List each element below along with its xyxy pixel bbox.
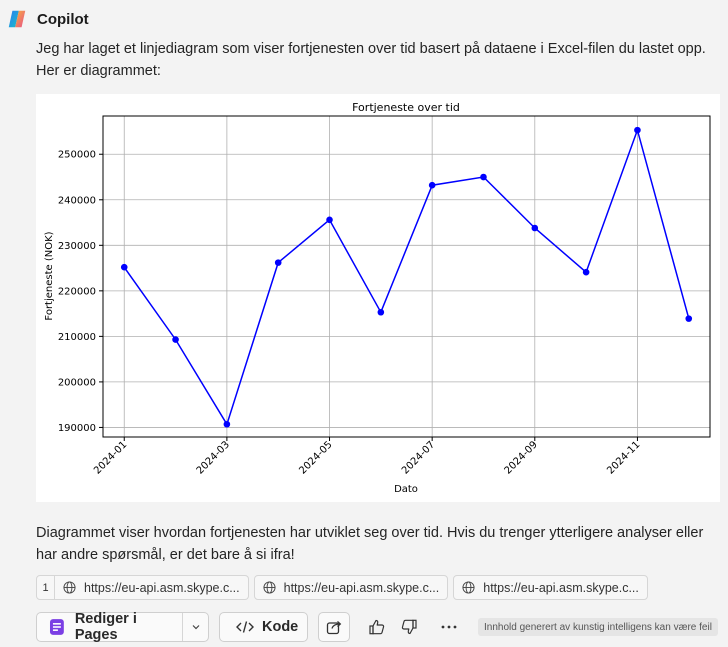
y-tick-label: 250000 [58, 150, 96, 161]
y-tick-label: 190000 [58, 423, 96, 434]
ai-disclaimer: Innhold generert av kunstig intelligens … [478, 618, 718, 636]
message-outro: Diagrammet viser hvordan fortjenesten ha… [36, 525, 704, 563]
code-button[interactable]: Kode [219, 612, 308, 642]
x-tick-label: 2024-03 [195, 439, 232, 476]
reference-label: https://eu-api.asm.skype.c... [283, 580, 440, 595]
x-tick-label: 2024-05 [297, 439, 334, 476]
more-options-button[interactable] [436, 612, 462, 642]
data-point [326, 216, 333, 224]
grid [103, 116, 710, 437]
globe-icon [63, 581, 76, 594]
code-label: Kode [262, 619, 299, 635]
reference-link[interactable]: https://eu-api.asm.skype.c... [453, 575, 648, 600]
x-axis-ticks: 2024-01 2024-03 2024-05 2024-07 2024-09 2024-… [92, 437, 643, 477]
copilot-logo-icon [8, 10, 26, 28]
x-axis-label: Dato [394, 484, 418, 495]
line-chart: Fortjeneste over tid 190000 200000 210000 2… [44, 101, 711, 495]
series-line [123, 127, 690, 427]
y-axis-ticks: 190000 200000 210000 220000 230000 240000 2500… [58, 150, 103, 434]
y-axis-label: Fortjeneste (NOK) [44, 231, 55, 320]
data-points [120, 126, 693, 428]
chart: Fortjeneste over tid 190000 200000 210000 2… [36, 94, 720, 502]
edit-in-pages-button[interactable]: Rediger i Pages [36, 611, 209, 643]
x-tick-label: 2024-11 [605, 439, 642, 476]
pages-icon [49, 619, 64, 635]
data-point [582, 268, 590, 276]
y-tick-label: 200000 [58, 377, 96, 388]
reference-label: https://eu-api.asm.skype.c... [483, 580, 639, 595]
x-tick-label: 2024-01 [92, 439, 129, 476]
data-point [685, 315, 693, 322]
code-icon [236, 621, 254, 633]
chevron-down-icon[interactable] [182, 613, 208, 641]
data-point [223, 420, 231, 428]
thumbs-down-icon [401, 619, 417, 635]
thumbs-up-icon [369, 619, 385, 635]
reference-link[interactable]: https://eu-api.asm.skype.c... [253, 575, 449, 600]
data-point [634, 126, 641, 134]
thumbs-down-button[interactable] [396, 612, 422, 642]
x-tick-label: 2024-07 [400, 439, 437, 476]
series-polyline [123, 127, 690, 427]
header: Copilot [6, 8, 89, 30]
reference-link[interactable]: https://eu-api.asm.skype.c... [55, 575, 249, 600]
data-point [428, 181, 436, 189]
edit-in-pages-label: Rediger i Pages [74, 611, 137, 643]
reference-count[interactable]: 1 [36, 575, 55, 600]
data-point [377, 308, 385, 316]
data-point [120, 263, 128, 271]
data-point [531, 224, 539, 232]
data-point [480, 173, 487, 181]
share-button[interactable] [318, 612, 350, 642]
thumbs-up-button[interactable] [364, 612, 390, 642]
chart-title: Fortjeneste over tid [352, 101, 460, 114]
share-icon [326, 621, 342, 635]
y-tick-label: 240000 [58, 195, 96, 206]
more-icon [441, 625, 457, 629]
reference-label: https://eu-api.asm.skype.c... [84, 580, 240, 595]
x-tick-label: 2024-09 [503, 439, 540, 476]
data-point [172, 336, 179, 343]
globe-icon [263, 581, 276, 594]
data-point [274, 259, 282, 266]
y-tick-label: 230000 [58, 241, 96, 252]
message-intro: Jeg har laget et linjediagram som viser … [36, 41, 706, 79]
plot-frame [102, 115, 711, 438]
action-bar: Rediger i Pages Kode [36, 611, 718, 643]
app-name: Copilot [37, 10, 89, 28]
references: 1 https://eu-api.asm.skype.c... https://… [36, 575, 653, 600]
y-tick-label: 220000 [58, 286, 96, 297]
globe-icon [462, 581, 475, 594]
y-tick-label: 210000 [58, 332, 96, 343]
